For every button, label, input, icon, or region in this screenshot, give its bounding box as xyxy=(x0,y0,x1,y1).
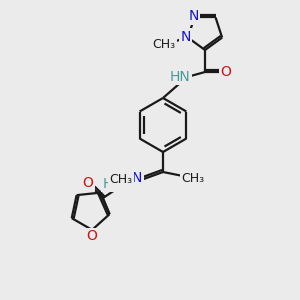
Text: O: O xyxy=(220,65,231,79)
Text: CH₃: CH₃ xyxy=(182,172,205,184)
Text: O: O xyxy=(82,176,93,190)
Text: HN: HN xyxy=(169,70,190,84)
Text: N: N xyxy=(188,9,199,23)
Text: HN: HN xyxy=(103,177,123,191)
Text: N: N xyxy=(132,171,142,185)
Text: N: N xyxy=(181,30,191,44)
Text: CH₃: CH₃ xyxy=(110,173,133,186)
Text: O: O xyxy=(87,229,98,243)
Text: CH₃: CH₃ xyxy=(152,38,176,51)
